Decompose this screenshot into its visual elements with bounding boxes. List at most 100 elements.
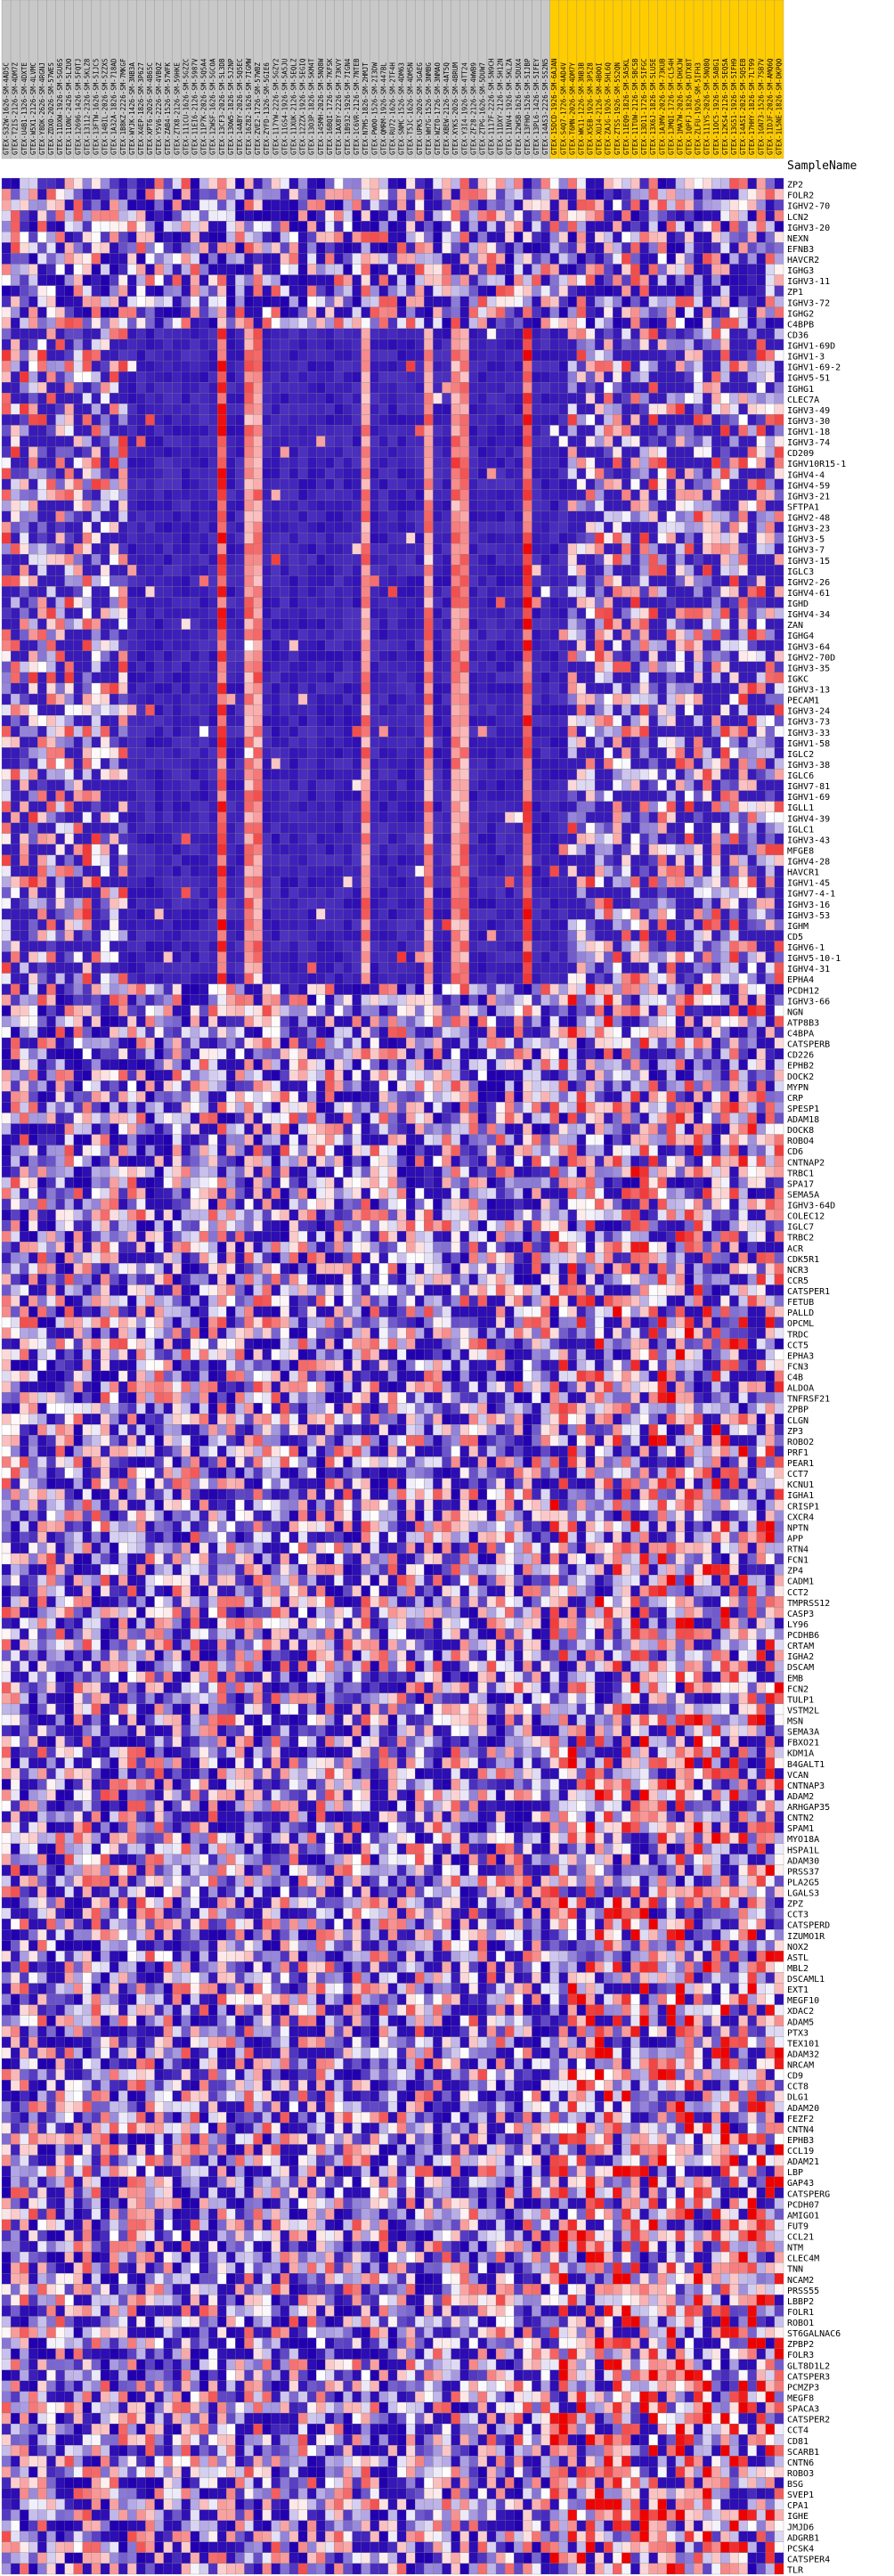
- heatmap-cell: [451, 704, 460, 716]
- heatmap-cell: [190, 371, 200, 383]
- heatmap-cell: [666, 468, 677, 479]
- heatmap-cell: [46, 565, 56, 576]
- heatmap-cell: [163, 393, 173, 404]
- heatmap-cell: [28, 661, 38, 673]
- heatmap-cell: [199, 737, 209, 748]
- heatmap-cell: [199, 554, 209, 566]
- heatmap-cell: [100, 521, 110, 534]
- heatmap-cell: [523, 446, 532, 458]
- heatmap-cell: [262, 360, 272, 372]
- heatmap-cell: [468, 221, 478, 232]
- heatmap-cell: [774, 274, 784, 286]
- heatmap-cell: [693, 285, 703, 297]
- heatmap-cell: [567, 682, 578, 695]
- heatmap-cell: [387, 296, 398, 307]
- heatmap-cell: [316, 338, 326, 351]
- heatmap-cell: [477, 543, 488, 555]
- heatmap-cell: [1, 737, 12, 748]
- heatmap-cell: [747, 253, 757, 265]
- column-label: GTEX-11P7K-2026-SM-5Q5A4: [200, 58, 208, 155]
- heatmap-cell: [136, 221, 146, 232]
- heatmap-cell: [684, 457, 695, 469]
- heatmap-cell: [361, 629, 370, 640]
- heatmap-cell: [190, 543, 200, 555]
- heatmap-cell: [181, 769, 191, 780]
- heatmap-cell: [523, 597, 532, 608]
- heatmap-cell: [136, 285, 146, 297]
- heatmap-cell: [406, 425, 416, 436]
- heatmap-cell: [280, 317, 290, 330]
- heatmap-cell: [271, 747, 280, 759]
- heatmap-cell: [666, 597, 677, 608]
- heatmap-cell: [720, 210, 730, 222]
- heatmap-cell: [217, 715, 227, 727]
- heatmap-cell: [693, 264, 703, 275]
- heatmap-cell: [505, 565, 515, 576]
- heatmap-cell: [91, 338, 102, 351]
- heatmap-cell: [505, 726, 515, 738]
- heatmap-cell: [55, 404, 65, 415]
- heatmap-cell: [343, 188, 353, 200]
- heatmap-cell: [622, 338, 631, 351]
- heatmap-cell: [100, 200, 110, 211]
- heatmap-cell: [46, 737, 56, 748]
- heatmap-cell: [703, 328, 712, 340]
- heatmap-cell: [540, 200, 550, 211]
- heatmap-cell: [316, 436, 326, 447]
- heatmap-cell: [378, 715, 389, 727]
- heatmap-cell: [729, 521, 739, 534]
- heatmap-cell: [154, 521, 164, 534]
- heatmap-cell: [235, 737, 245, 748]
- heatmap-cell: [253, 597, 263, 608]
- heatmap-cell: [451, 264, 460, 275]
- heatmap-cell: [226, 618, 236, 630]
- heatmap-cell: [226, 532, 236, 544]
- heatmap-cell: [118, 306, 128, 318]
- heatmap-cell: [495, 210, 506, 222]
- heatmap-cell: [217, 597, 227, 608]
- heatmap-cell: [253, 210, 263, 222]
- heatmap-cell: [118, 682, 128, 695]
- heatmap-cell: [630, 737, 640, 748]
- heatmap-cell: [433, 650, 443, 662]
- heatmap-cell: [703, 532, 712, 544]
- heatmap-cell: [765, 565, 776, 576]
- heatmap-cell: [163, 597, 173, 608]
- heatmap-cell: [468, 607, 478, 619]
- heatmap-cell: [486, 457, 497, 469]
- heatmap-cell: [199, 650, 209, 662]
- heatmap-cell: [271, 232, 280, 243]
- heatmap-cell: [459, 338, 469, 351]
- column-label: GTEX-1QPFJ-1826-SM-DTX8T: [686, 58, 694, 155]
- heatmap-cell: [46, 360, 56, 372]
- heatmap-cell: [703, 360, 712, 372]
- heatmap-cell: [729, 210, 739, 222]
- heatmap-cell: [703, 242, 712, 254]
- heatmap-cell: [307, 177, 317, 190]
- heatmap-cell: [145, 769, 155, 780]
- heatmap-cell: [262, 565, 272, 576]
- heatmap-cell: [307, 565, 317, 576]
- heatmap-cell: [505, 177, 515, 190]
- heatmap-cell: [307, 672, 317, 684]
- heatmap-cell: [459, 242, 469, 254]
- heatmap-cell: [109, 468, 119, 479]
- heatmap-cell: [217, 328, 227, 340]
- heatmap-cell: [387, 543, 398, 555]
- heatmap-cell: [297, 607, 308, 619]
- heatmap-cell: [459, 457, 469, 469]
- heatmap-cell: [316, 425, 326, 436]
- heatmap-cell: [325, 338, 335, 351]
- heatmap-cell: [100, 661, 110, 673]
- heatmap-cell: [451, 274, 460, 286]
- heatmap-cell: [613, 629, 622, 640]
- heatmap-cell: [468, 478, 478, 490]
- heatmap-cell: [370, 425, 379, 436]
- heatmap-cell: [235, 607, 245, 619]
- heatmap-cell: [181, 607, 191, 619]
- heatmap-cell: [271, 758, 280, 770]
- heatmap-cell: [145, 349, 155, 362]
- heatmap-cell: [127, 554, 137, 566]
- heatmap-cell: [424, 661, 434, 673]
- heatmap-cell: [100, 457, 110, 469]
